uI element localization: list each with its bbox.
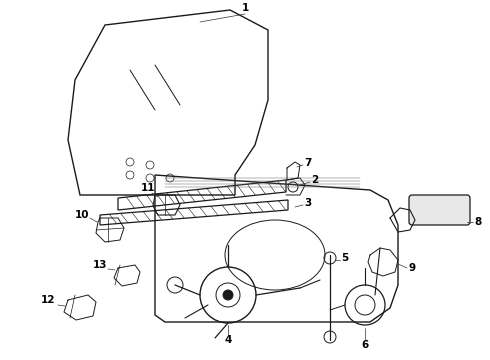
Text: 7: 7 (304, 158, 312, 168)
Text: 6: 6 (362, 340, 368, 350)
Text: 9: 9 (409, 263, 416, 273)
Text: 10: 10 (75, 210, 89, 220)
Text: 4: 4 (224, 335, 232, 345)
Text: 3: 3 (304, 198, 312, 208)
FancyBboxPatch shape (409, 195, 470, 225)
Text: 11: 11 (141, 183, 155, 193)
Text: 1: 1 (242, 3, 248, 13)
Text: 13: 13 (93, 260, 107, 270)
Text: 12: 12 (41, 295, 55, 305)
Text: 5: 5 (342, 253, 348, 263)
Text: 2: 2 (311, 175, 318, 185)
Text: 8: 8 (474, 217, 482, 227)
Circle shape (223, 290, 233, 300)
